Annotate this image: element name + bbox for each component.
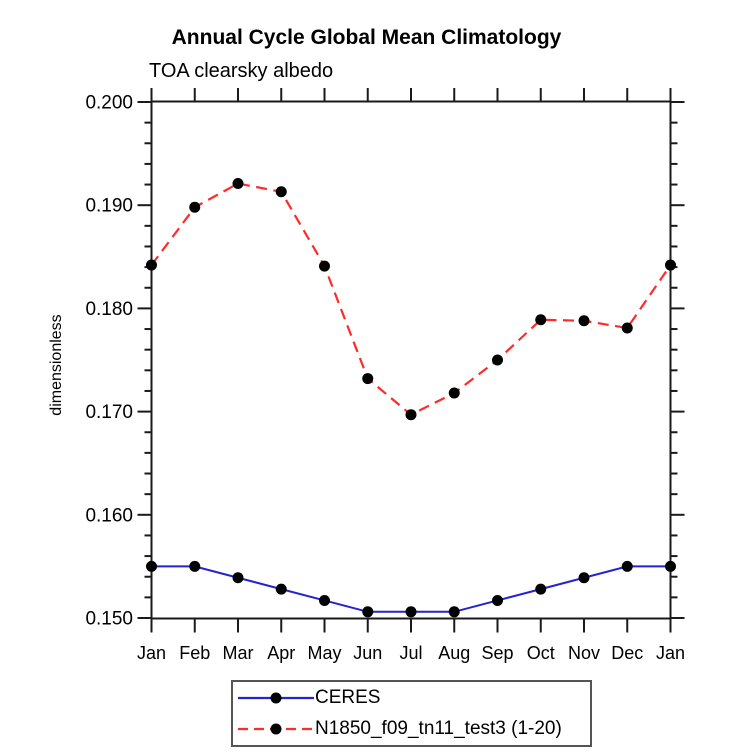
x-tick-label: Jun (353, 643, 382, 663)
x-tick-label: Nov (568, 643, 600, 663)
data-point-marker (405, 606, 417, 618)
data-point-marker (232, 572, 244, 584)
x-tick-label: Jul (399, 643, 422, 663)
y-tick-label: 0.190 (85, 196, 133, 217)
x-tick-label: May (307, 643, 341, 663)
data-point-marker (362, 373, 374, 385)
x-tick-label: Oct (527, 643, 555, 663)
data-point-marker (319, 260, 330, 272)
data-point-marker (578, 315, 590, 327)
y-tick-label: 0.180 (85, 299, 133, 320)
data-point-marker (448, 387, 460, 399)
y-tick-label: 0.160 (85, 505, 133, 526)
chart-title: Annual Cycle Global Mean Climatology (171, 26, 562, 49)
y-tick-label: 0.170 (85, 402, 133, 423)
legend-swatch-marker (270, 692, 282, 704)
x-tick-label: Feb (179, 643, 210, 663)
legend-label-n1850: N1850_f09_tn11_test3 (1-20) (315, 718, 562, 740)
legend: CERES N1850_f09_tn11_test3 (1-20) (231, 680, 592, 747)
legend-line-ceres-icon (238, 692, 314, 704)
y-tick-label: 0.150 (85, 609, 133, 630)
x-tick-label: Jan (137, 643, 166, 663)
data-point-marker (146, 259, 157, 271)
chart-subtitle: TOA clearsky albedo (149, 60, 334, 82)
legend-line-n1850-icon (238, 723, 314, 735)
data-point-marker (362, 606, 374, 618)
series-line-1 (150, 182, 672, 417)
data-point-marker (492, 354, 503, 366)
data-point-marker (275, 583, 287, 595)
data-point-marker (146, 560, 157, 572)
data-point-marker (275, 186, 287, 198)
data-point-marker (319, 594, 330, 606)
legend-item-ceres: CERES (238, 687, 590, 709)
data-point-marker (535, 583, 547, 595)
data-point-marker (448, 606, 460, 618)
data-point-marker (665, 259, 676, 271)
data-point-marker (189, 560, 201, 572)
legend-label-ceres: CERES (315, 686, 381, 708)
plot-frame (150, 100, 672, 620)
x-tick-label: Mar (223, 643, 254, 663)
data-point-marker (665, 560, 676, 572)
data-point-marker (492, 594, 503, 606)
data-point-marker (578, 572, 590, 584)
data-point-marker (621, 322, 633, 334)
y-tick-label: 0.200 (85, 93, 133, 114)
x-tick-label: Sep (481, 643, 513, 663)
x-tick-label: Aug (438, 643, 470, 663)
x-tick-label: Jan (656, 643, 685, 663)
series-line-0 (151, 565, 671, 613)
data-point-marker (621, 560, 633, 572)
data-point-marker (535, 314, 547, 326)
data-point-marker (232, 178, 244, 190)
x-tick-label: Dec (611, 643, 643, 663)
data-point-marker (405, 409, 417, 421)
data-point-marker (189, 201, 201, 213)
legend-swatch-marker (270, 723, 282, 735)
x-tick-label: Apr (267, 643, 295, 663)
legend-item-n1850: N1850_f09_tn11_test3 (1-20) (238, 718, 590, 740)
